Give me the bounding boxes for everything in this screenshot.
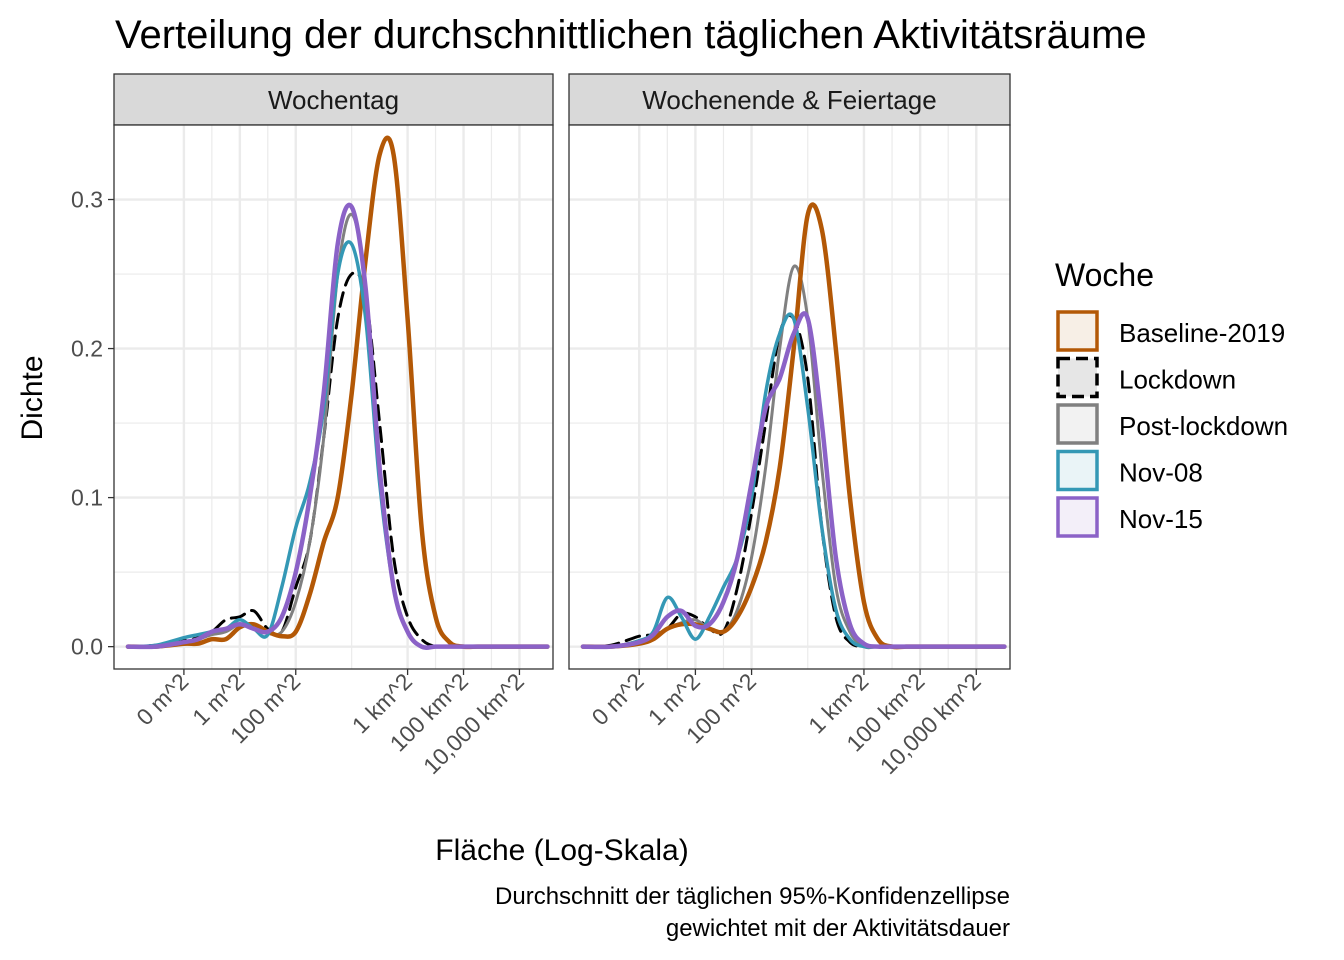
series-line-nov-15 bbox=[125, 202, 550, 650]
legend-key bbox=[1056, 356, 1099, 399]
legend-label: Post-lockdown bbox=[1119, 411, 1288, 441]
chart-title: Verteilung der durchschnittlichen täglic… bbox=[115, 13, 1147, 57]
facet-strip-label: Wochenende & Feiertage bbox=[642, 85, 936, 115]
legend-label: Baseline-2019 bbox=[1119, 318, 1285, 348]
legend-item-nov-08: Nov-08 bbox=[1056, 449, 1203, 492]
legend-item-post-lockdown: Post-lockdown bbox=[1056, 403, 1288, 445]
y-tick-label: 0.1 bbox=[71, 485, 103, 511]
legend-item-nov-15: Nov-15 bbox=[1056, 496, 1203, 538]
caption-line-2: gewichtet mit der Aktivitätsdauer bbox=[666, 915, 1010, 942]
legend-label: Nov-08 bbox=[1119, 458, 1203, 488]
facet-strip bbox=[568, 73, 1011, 126]
legend-label: Nov-15 bbox=[1119, 504, 1203, 534]
legend-title: Woche bbox=[1055, 257, 1154, 293]
panel-border bbox=[113, 124, 554, 670]
facet-strip-label: Wochentag bbox=[268, 85, 399, 115]
caption-line-1: Durchschnitt der täglichen 95%-Konfidenz… bbox=[495, 883, 1010, 910]
legend-item-lockdown: Lockdown bbox=[1056, 356, 1236, 399]
series-line-nov-15 bbox=[580, 311, 1007, 650]
legend-key bbox=[1056, 449, 1099, 492]
y-tick-label: 0.3 bbox=[71, 187, 103, 213]
legend-key bbox=[1056, 310, 1099, 352]
panel-background bbox=[114, 125, 553, 669]
y-tick-label: 0.0 bbox=[71, 634, 103, 660]
legend-key bbox=[1056, 403, 1099, 445]
facet-strip bbox=[113, 73, 554, 126]
legend-label: Lockdown bbox=[1119, 365, 1236, 395]
legend: Woche Baseline-2019 Lockdown Post-lockdown… bbox=[1055, 257, 1288, 538]
y-axis-title: Dichte bbox=[16, 355, 49, 440]
panel-border bbox=[568, 124, 1011, 670]
x-tick-label: 0 m^2 bbox=[587, 668, 649, 730]
legend-item-baseline-2019: Baseline-2019 bbox=[1056, 310, 1285, 352]
x-axis-title: Fläche (Log-Skala) bbox=[435, 834, 688, 867]
y-tick-label: 0.2 bbox=[71, 336, 103, 362]
legend-key bbox=[1056, 496, 1099, 538]
x-tick-label: 0 m^2 bbox=[131, 668, 193, 730]
